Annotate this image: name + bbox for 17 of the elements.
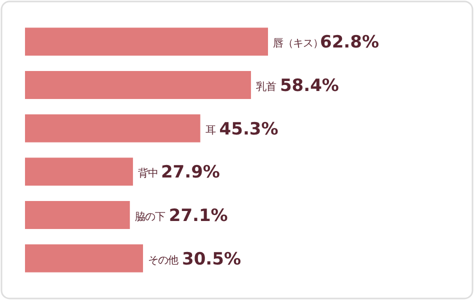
data-label: 62.8% [320, 32, 379, 53]
data-label: 27.9% [160, 162, 220, 183]
bar [25, 28, 268, 56]
data-label: 30.5% [182, 249, 241, 270]
bar [25, 244, 144, 272]
data-label: 45.3% [219, 119, 278, 140]
bar [25, 158, 133, 186]
bar [25, 71, 251, 99]
y-tick-label: 脇の下 [134, 211, 166, 223]
bar [25, 114, 200, 142]
y-tick-label: 耳 [205, 124, 216, 136]
y-tick-label: その他 [148, 254, 180, 266]
data-label: 27.1% [168, 206, 228, 226]
y-tick-label: 乳首 [256, 80, 277, 93]
bar [25, 201, 130, 229]
data-label: 58.4% [280, 76, 339, 96]
y-tick-label: 背中 [138, 166, 158, 180]
